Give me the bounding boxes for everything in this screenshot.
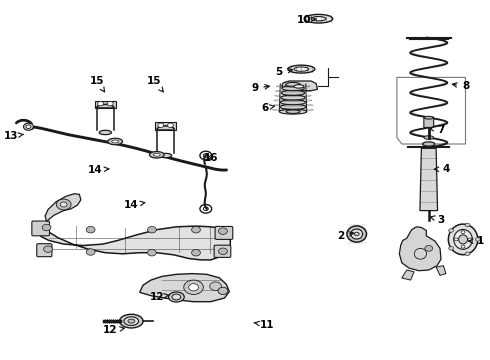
Text: 8: 8 — [452, 81, 469, 91]
Text: 2: 2 — [337, 231, 354, 241]
Ellipse shape — [286, 110, 300, 113]
Polygon shape — [155, 122, 176, 130]
Ellipse shape — [172, 294, 181, 300]
FancyBboxPatch shape — [424, 117, 434, 127]
Ellipse shape — [448, 224, 478, 255]
Text: 12: 12 — [103, 325, 124, 336]
Text: 13: 13 — [3, 131, 24, 141]
Circle shape — [192, 226, 200, 233]
Ellipse shape — [149, 152, 164, 158]
Ellipse shape — [99, 130, 111, 135]
Text: 7: 7 — [429, 125, 445, 135]
Circle shape — [461, 245, 465, 248]
Circle shape — [218, 287, 228, 294]
Text: 15: 15 — [147, 76, 163, 92]
Polygon shape — [45, 194, 81, 221]
Text: 14: 14 — [88, 165, 109, 175]
FancyBboxPatch shape — [37, 244, 52, 257]
Circle shape — [98, 102, 103, 106]
Ellipse shape — [112, 140, 119, 143]
Ellipse shape — [281, 90, 305, 95]
Polygon shape — [436, 266, 446, 275]
Text: 4: 4 — [434, 164, 450, 174]
Polygon shape — [33, 221, 230, 260]
Ellipse shape — [288, 65, 315, 73]
Ellipse shape — [282, 86, 304, 91]
Ellipse shape — [351, 229, 363, 239]
Ellipse shape — [279, 109, 307, 114]
Ellipse shape — [304, 14, 333, 23]
Circle shape — [219, 248, 227, 255]
Circle shape — [192, 249, 200, 256]
Circle shape — [44, 246, 52, 252]
Text: 10: 10 — [296, 15, 317, 25]
Circle shape — [454, 238, 458, 241]
Circle shape — [168, 123, 173, 127]
Circle shape — [461, 231, 465, 234]
Text: 12: 12 — [149, 292, 170, 302]
Ellipse shape — [459, 235, 467, 244]
Text: 3: 3 — [430, 215, 444, 225]
Circle shape — [60, 202, 67, 207]
Ellipse shape — [280, 100, 306, 105]
Text: 15: 15 — [90, 76, 104, 92]
Polygon shape — [402, 270, 414, 280]
Ellipse shape — [120, 314, 143, 328]
Text: 16: 16 — [203, 153, 218, 163]
Ellipse shape — [286, 82, 300, 87]
Circle shape — [189, 284, 198, 291]
Circle shape — [107, 102, 113, 106]
Circle shape — [158, 123, 164, 127]
Polygon shape — [140, 274, 229, 302]
Ellipse shape — [422, 142, 435, 146]
Circle shape — [56, 199, 71, 210]
Circle shape — [475, 238, 480, 241]
FancyBboxPatch shape — [215, 226, 233, 239]
Circle shape — [425, 246, 433, 251]
Ellipse shape — [160, 153, 172, 158]
Ellipse shape — [294, 85, 304, 88]
Text: 6: 6 — [261, 103, 274, 113]
Text: 14: 14 — [124, 200, 145, 210]
Circle shape — [42, 224, 51, 231]
FancyBboxPatch shape — [214, 245, 231, 257]
Circle shape — [465, 252, 470, 256]
Ellipse shape — [169, 292, 184, 302]
Text: 1: 1 — [468, 236, 484, 246]
FancyBboxPatch shape — [32, 221, 49, 236]
Ellipse shape — [294, 67, 309, 71]
Text: 9: 9 — [251, 83, 270, 93]
Circle shape — [468, 238, 472, 241]
Ellipse shape — [124, 317, 139, 325]
Circle shape — [449, 229, 454, 232]
Polygon shape — [282, 81, 318, 91]
Ellipse shape — [128, 319, 135, 323]
Ellipse shape — [281, 95, 305, 100]
Ellipse shape — [424, 116, 433, 119]
Polygon shape — [420, 148, 438, 211]
Ellipse shape — [347, 226, 367, 242]
Circle shape — [210, 282, 221, 291]
Circle shape — [86, 249, 95, 255]
Text: 11: 11 — [254, 320, 274, 330]
Circle shape — [449, 247, 454, 250]
Polygon shape — [95, 101, 116, 108]
Ellipse shape — [153, 153, 160, 156]
Ellipse shape — [108, 138, 122, 145]
Circle shape — [465, 223, 470, 227]
Ellipse shape — [454, 230, 472, 249]
Ellipse shape — [280, 104, 306, 109]
Ellipse shape — [311, 17, 326, 21]
Circle shape — [184, 280, 203, 294]
Circle shape — [147, 249, 156, 256]
Ellipse shape — [354, 232, 359, 236]
Circle shape — [26, 125, 31, 129]
Circle shape — [24, 123, 33, 130]
Circle shape — [147, 226, 156, 233]
Text: 5: 5 — [276, 67, 293, 77]
Circle shape — [86, 226, 95, 233]
Polygon shape — [399, 227, 441, 271]
Circle shape — [219, 228, 227, 234]
Ellipse shape — [424, 136, 434, 139]
